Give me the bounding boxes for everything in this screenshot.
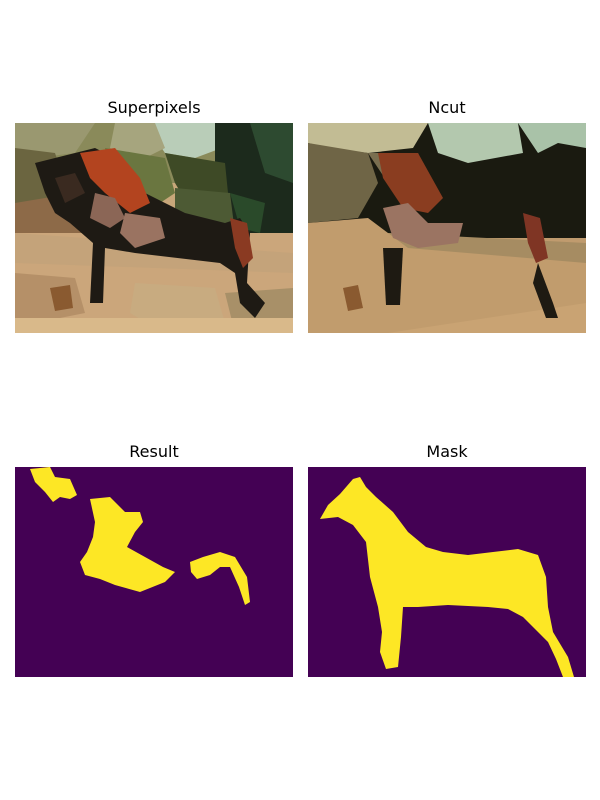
- panel-title: Result: [129, 442, 179, 461]
- panel-title: Mask: [426, 442, 468, 461]
- panel-title: Ncut: [428, 98, 466, 117]
- ground-truth-mask-image: [308, 467, 586, 677]
- panel-title: Superpixels: [107, 98, 201, 117]
- mask-region: [320, 477, 574, 677]
- superpixels-image: [15, 123, 293, 333]
- mask-region: [190, 552, 250, 605]
- mask-region: [30, 467, 77, 502]
- ncut-image: [308, 123, 586, 333]
- mask-region: [80, 497, 175, 592]
- result-mask-image: [15, 467, 293, 677]
